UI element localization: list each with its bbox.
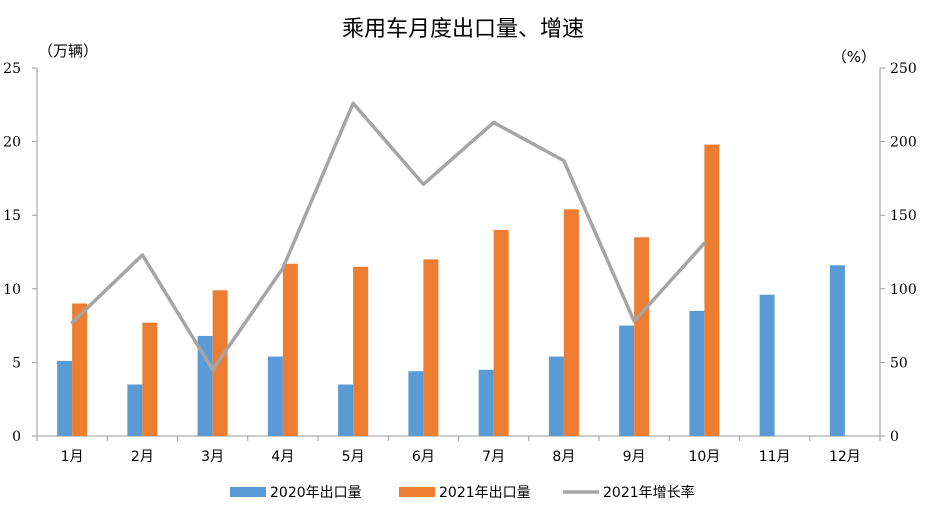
- growth-rate-point: [140, 253, 144, 257]
- growth-rate-point: [632, 319, 636, 323]
- x-tick-label: 8月: [552, 449, 575, 465]
- right-tick-label: 150: [890, 208, 917, 224]
- bar-2020: [689, 310, 705, 436]
- right-tick-label: 250: [890, 61, 917, 77]
- x-tick-label: 2月: [131, 449, 154, 465]
- right-axis-unit: （%）: [832, 48, 876, 66]
- bar-2021: [282, 263, 298, 436]
- x-tick-label: 9月: [623, 449, 646, 465]
- growth-rate-point: [421, 182, 425, 186]
- bar-2020: [829, 265, 845, 436]
- growth-rate-point: [211, 368, 215, 372]
- x-tick-label: 1月: [61, 449, 84, 465]
- bar-2021: [493, 229, 509, 436]
- bar-2020: [267, 356, 283, 436]
- growth-rate-point: [492, 120, 496, 124]
- x-tick-label: 5月: [342, 449, 365, 465]
- bar-2021: [423, 259, 439, 436]
- left-tick-label: 15: [3, 208, 21, 224]
- x-tick-label: 7月: [482, 449, 505, 465]
- left-tick-label: 25: [3, 61, 21, 77]
- left-tick-label: 0: [12, 429, 21, 445]
- bar-2021: [212, 290, 228, 436]
- x-tick-label: 4月: [271, 449, 294, 465]
- x-tick-label: 10月: [688, 449, 720, 465]
- legend-swatch: [230, 487, 266, 497]
- left-tick-label: 20: [3, 135, 21, 151]
- bar-2021: [353, 266, 369, 436]
- bar-2020: [338, 384, 354, 436]
- legend-label: 2020年出口量: [270, 485, 362, 501]
- right-tick-label: 50: [890, 355, 908, 371]
- right-tick-label: 100: [890, 282, 917, 298]
- bar-2021: [634, 237, 650, 436]
- growth-rate-point: [562, 159, 566, 163]
- chart-title: 乘用车月度出口量、增速: [342, 17, 584, 42]
- growth-rate-point: [702, 241, 706, 245]
- bar-2020: [759, 294, 775, 436]
- legend: 2020年出口量 2021年出口量 2021年增长率: [230, 484, 695, 501]
- growth-rate-point: [351, 101, 355, 105]
- growth-rate-line: [70, 101, 706, 372]
- right-tick-label: 200: [890, 135, 917, 151]
- left-tick-label: 5: [12, 355, 21, 371]
- legend-swatch: [399, 487, 435, 497]
- right-tick-label: 0: [890, 429, 899, 445]
- x-tick-label: 11月: [759, 449, 791, 465]
- growth-rate-point: [70, 321, 74, 325]
- bar-2021: [72, 303, 88, 436]
- x-tick-label: 6月: [412, 449, 435, 465]
- legend-label: 2021年出口量: [439, 485, 531, 501]
- bar-2020: [478, 369, 494, 436]
- legend-label: 2021年增长率: [603, 484, 695, 501]
- bar-2021: [704, 144, 720, 436]
- bar-2020: [57, 360, 73, 436]
- bar-2020: [408, 371, 424, 436]
- bar-2020: [548, 356, 564, 436]
- x-tick-label: 3月: [201, 449, 224, 465]
- bar-2020: [127, 384, 143, 436]
- left-axis-unit: （万辆）: [38, 42, 98, 60]
- x-tick-label: 12月: [829, 449, 861, 465]
- bar-2021: [142, 322, 158, 436]
- bar-2021: [563, 209, 579, 436]
- growth-rate-point: [281, 266, 285, 270]
- bar-2020: [619, 325, 635, 436]
- left-tick-label: 10: [3, 282, 21, 298]
